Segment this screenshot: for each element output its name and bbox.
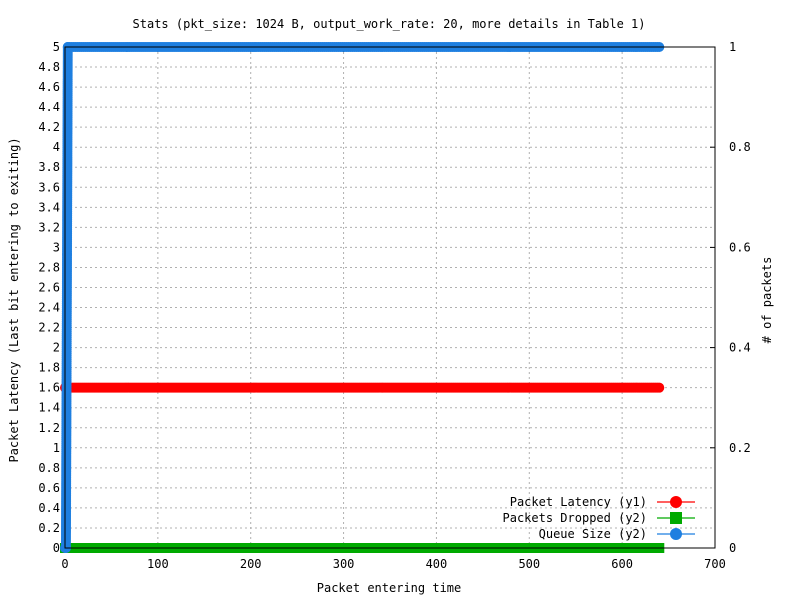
legend-label: Packets Dropped (y2) bbox=[503, 511, 648, 525]
y-tick-label: 2.4 bbox=[38, 301, 60, 315]
y-tick-label: 2.8 bbox=[38, 260, 60, 274]
grid bbox=[65, 47, 715, 548]
legend-swatch-marker bbox=[670, 528, 682, 540]
data-point bbox=[654, 382, 665, 393]
x-axis-title: Packet entering time bbox=[317, 581, 462, 595]
y-tick-label: 0 bbox=[53, 541, 60, 555]
y-tick-label: 1.4 bbox=[38, 401, 60, 415]
y-tick-label: 3.4 bbox=[38, 200, 60, 214]
y-tick-label: 0.2 bbox=[38, 521, 60, 535]
y-tick-label: 1.2 bbox=[38, 421, 60, 435]
y-tick-label: 3.6 bbox=[38, 180, 60, 194]
y-tick-label: 2.6 bbox=[38, 280, 60, 294]
x-tick-label: 300 bbox=[333, 557, 355, 571]
y-tick-label: 1 bbox=[53, 441, 60, 455]
chart-title: Stats (pkt_size: 1024 B, output_work_rat… bbox=[133, 17, 646, 31]
y-axis-title: Packet Latency (Last bit entering to exi… bbox=[7, 137, 21, 462]
legend-label: Packet Latency (y1) bbox=[510, 495, 647, 509]
legend-swatch-marker bbox=[670, 496, 682, 508]
legend-item: Packet Latency (y1) bbox=[510, 495, 695, 509]
x-tick-label: 700 bbox=[704, 557, 726, 571]
y2-tick-label: 0 bbox=[729, 541, 736, 555]
legend-item: Queue Size (y2) bbox=[539, 527, 695, 541]
x-tick-label: 100 bbox=[147, 557, 169, 571]
y-tick-label: 2 bbox=[53, 341, 60, 355]
y2-tick-label: 0.6 bbox=[729, 240, 751, 254]
y2-tick-label: 1 bbox=[729, 40, 736, 54]
y-tick-label: 5 bbox=[53, 40, 60, 54]
x-tick-label: 500 bbox=[518, 557, 540, 571]
x-tick-label: 0 bbox=[61, 557, 68, 571]
y-tick-label: 4.8 bbox=[38, 60, 60, 74]
y2-tick-label: 0.2 bbox=[729, 441, 751, 455]
legend-item: Packets Dropped (y2) bbox=[503, 511, 695, 525]
y-tick-label: 1.8 bbox=[38, 361, 60, 375]
y2-tick-label: 0.8 bbox=[729, 140, 751, 154]
x-tick-label: 200 bbox=[240, 557, 262, 571]
legend-label: Queue Size (y2) bbox=[539, 527, 647, 541]
plot-frame bbox=[64, 46, 716, 549]
y-tick-label: 0.6 bbox=[38, 481, 60, 495]
y2-axis-title: # of packets bbox=[760, 257, 774, 344]
ticks: 0 100 200 300 400 500 600 70000.20.40.60.811.21… bbox=[38, 40, 750, 571]
series-packet-latency-y1 bbox=[60, 382, 665, 393]
y-tick-label: 4 bbox=[53, 140, 60, 154]
legend: Packet Latency (y1) Packets Dropped (y2) Q… bbox=[503, 495, 695, 541]
y-tick-label: 3.2 bbox=[38, 220, 60, 234]
y-tick-label: 2.2 bbox=[38, 321, 60, 335]
y-tick-label: 1.6 bbox=[38, 381, 60, 395]
y-tick-label: 0.8 bbox=[38, 461, 60, 475]
y2-tick-label: 0.4 bbox=[729, 341, 751, 355]
y-tick-label: 4.6 bbox=[38, 80, 60, 94]
y-tick-label: 4.4 bbox=[38, 100, 60, 114]
y-tick-label: 3 bbox=[53, 240, 60, 254]
x-tick-label: 400 bbox=[426, 557, 448, 571]
y-tick-label: 4.2 bbox=[38, 120, 60, 134]
x-tick-label: 600 bbox=[611, 557, 633, 571]
y-tick-label: 3.8 bbox=[38, 160, 60, 174]
legend-swatch-marker bbox=[670, 512, 682, 524]
y-tick-label: 0.4 bbox=[38, 501, 60, 515]
